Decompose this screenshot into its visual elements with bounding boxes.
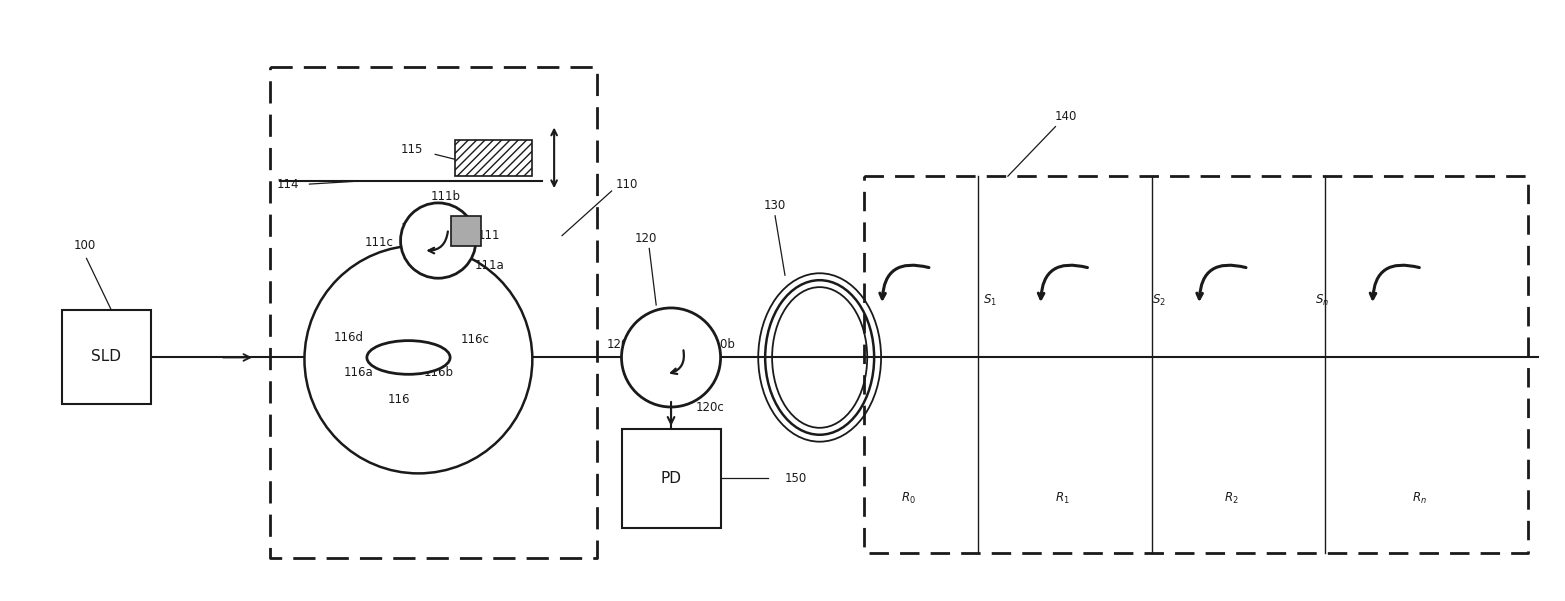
Text: 111b: 111b — [430, 191, 460, 204]
Text: 116b: 116b — [423, 366, 454, 379]
Ellipse shape — [305, 246, 532, 474]
Text: $S_n$: $S_n$ — [1315, 293, 1329, 308]
Text: 120c: 120c — [696, 400, 725, 413]
Text: 116a: 116a — [344, 366, 374, 379]
Text: SLD: SLD — [91, 349, 122, 364]
Text: $R_n$: $R_n$ — [1412, 490, 1426, 505]
Text: $S_2$: $S_2$ — [1152, 293, 1166, 308]
Ellipse shape — [401, 203, 476, 278]
Text: 110: 110 — [615, 177, 637, 191]
Text: 116c: 116c — [462, 333, 490, 346]
Bar — [621, 429, 720, 528]
Text: 130: 130 — [764, 200, 786, 212]
Text: $R_2$: $R_2$ — [1224, 490, 1238, 505]
Text: $R_1$: $R_1$ — [1055, 490, 1070, 505]
Bar — [455, 139, 532, 176]
Text: 150: 150 — [786, 472, 808, 485]
Text: 111a: 111a — [474, 259, 504, 272]
Text: 114: 114 — [277, 177, 299, 191]
Text: $R_0$: $R_0$ — [901, 490, 916, 505]
Text: $S_1$: $S_1$ — [983, 293, 997, 308]
Text: 140: 140 — [1055, 110, 1077, 123]
Text: 111c: 111c — [365, 236, 394, 249]
Bar — [451, 216, 480, 246]
Text: 120b: 120b — [706, 338, 736, 351]
Ellipse shape — [366, 341, 451, 374]
Bar — [61, 310, 150, 404]
Text: 120: 120 — [635, 232, 657, 245]
Text: 100: 100 — [74, 239, 95, 252]
Text: 115: 115 — [401, 143, 424, 156]
Text: PD: PD — [660, 471, 681, 486]
Text: 116d: 116d — [333, 331, 365, 344]
Text: 111: 111 — [477, 229, 501, 242]
Text: 120a: 120a — [607, 338, 637, 351]
Text: 113: 113 — [401, 222, 424, 235]
Text: 116: 116 — [387, 392, 410, 406]
Ellipse shape — [621, 308, 720, 407]
